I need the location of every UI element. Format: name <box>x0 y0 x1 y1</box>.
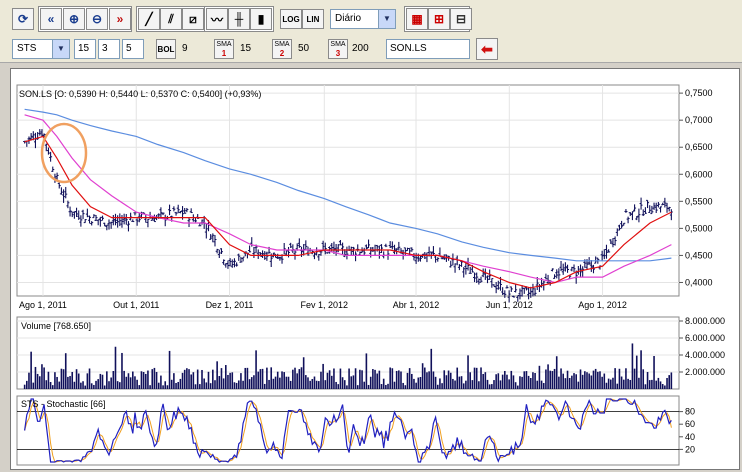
stochastic-y-label: 20 <box>685 444 695 454</box>
volume-y-label: 6.000.000 <box>685 333 725 343</box>
volume-y-label: 4.000.000 <box>685 350 725 360</box>
indicator-select[interactable]: STS ▼ <box>12 39 70 59</box>
sma3-label: SMA <box>330 41 346 48</box>
scroll-left-icon[interactable]: « <box>40 8 62 30</box>
log-scale-button[interactable]: LOG <box>280 9 302 29</box>
volume-y-label: 8.000.000 <box>685 316 725 326</box>
price-panel-frame <box>16 84 680 297</box>
stochastic-d-line <box>24 398 672 463</box>
volume-header: Volume [768.650] <box>21 321 91 331</box>
stochastic-y-label: 60 <box>685 419 695 429</box>
sma1-number: 1 <box>221 49 227 58</box>
price-grid <box>17 85 679 296</box>
period-value: Diário <box>335 13 362 24</box>
sma15-line <box>24 135 672 289</box>
price-x-label: Dez 1, 2011 <box>206 300 254 310</box>
sma3-value[interactable]: 200 <box>352 43 369 54</box>
bar-chart-icon[interactable]: ╫ <box>228 8 250 30</box>
price-y-axis: 0,7500 0,7000 0,6500 0,6000 0,5500 0,5000 0,45… <box>679 88 713 287</box>
volume-grid <box>17 320 679 373</box>
price-y-label: 0,5500 <box>685 196 713 206</box>
price-y-label: 0,4500 <box>685 250 713 260</box>
chevron-down-icon[interactable]: ▼ <box>378 10 395 28</box>
zoom-in-icon[interactable]: ⊕ <box>63 8 85 30</box>
zoom-out-icon[interactable]: ⊖ <box>86 8 108 30</box>
refresh-icon[interactable]: ⟳ <box>12 8 34 30</box>
price-x-label: Ago 1, 2011 <box>19 300 67 310</box>
candle-chart-icon[interactable]: ▮ <box>250 8 272 30</box>
draw-channel-icon[interactable]: ⧄ <box>182 8 204 30</box>
indicator-value: STS <box>17 43 37 54</box>
price-y-label: 0,6500 <box>685 142 713 152</box>
chart-area[interactable]: SON.LS [O: 0,5390 H: 0,5440 L: 0,5370 C:… <box>10 68 740 470</box>
price-y-label: 0,7000 <box>685 115 713 125</box>
highlight-circle <box>40 122 88 184</box>
stoch-slow-field[interactable]: 5 <box>122 39 144 59</box>
price-y-label: 0,4000 <box>685 277 713 287</box>
price-x-label: Ago 1, 2012 <box>578 300 627 310</box>
stochastic-y-label: 40 <box>685 432 695 442</box>
sma3-button[interactable]: SMA 3 <box>328 39 348 59</box>
grid-single-icon[interactable]: ⊟ <box>450 8 472 30</box>
main-toolbar: ⟳ « ⊕ ⊖ » ╱ ⫽ ⧄ 〰 ╫ ▮ LOG LIN Diário ▼ ▦… <box>0 0 742 37</box>
grid-large-icon[interactable]: ⊞ <box>428 8 450 30</box>
price-header: SON.LS [O: 0,5390 H: 0,5440 L: 0,5370 C:… <box>19 89 261 99</box>
stoch-d-field[interactable]: 3 <box>98 39 120 59</box>
volume-panel-frame <box>16 316 680 390</box>
line-chart-icon[interactable]: 〰 <box>206 8 228 30</box>
sma3-number: 3 <box>335 49 341 58</box>
price-x-label: Abr 1, 2012 <box>393 300 440 310</box>
volume-y-label: 2.000.000 <box>685 367 725 377</box>
sma1-button[interactable]: SMA 1 <box>214 39 234 59</box>
stochastic-y-label: 80 <box>685 407 695 417</box>
period-select[interactable]: Diário ▼ <box>330 9 396 29</box>
stoch-k-field[interactable]: 15 <box>74 39 96 59</box>
sma2-button[interactable]: SMA 2 <box>272 39 292 59</box>
bollinger-value[interactable]: 9 <box>182 43 188 54</box>
price-x-label: Fev 1, 2012 <box>301 300 349 310</box>
price-x-label: Jun 1, 2012 <box>486 300 533 310</box>
grid-small-icon[interactable]: ▦ <box>406 8 428 30</box>
sma1-value[interactable]: 15 <box>240 43 252 54</box>
stochastic-y-axis: 80 60 40 20 <box>679 407 695 454</box>
price-x-axis: Ago 1, 2011 Out 1, 2011 Dez 1, 2011 Fev 1, … <box>19 300 627 310</box>
volume-y-axis: 8.000.000 6.000.000 4.000.000 2.000.000 <box>679 316 725 377</box>
parameter-toolbar: STS ▼ 15 3 5 BOL 9 SMA 1 15 SMA 2 50 SMA 3 … <box>0 36 742 63</box>
chevron-down-icon[interactable]: ▼ <box>52 40 69 58</box>
stochastic-header: STS - Stochastic [66] <box>21 399 106 409</box>
lin-scale-button[interactable]: LIN <box>302 9 324 29</box>
price-y-label: 0,7500 <box>685 88 713 98</box>
price-y-label: 0,6000 <box>685 169 713 179</box>
price-y-label: 0,5000 <box>685 223 713 233</box>
chart-svg[interactable]: SON.LS [O: 0,5390 H: 0,5440 L: 0,5370 C:… <box>11 69 739 469</box>
scroll-right-icon[interactable]: » <box>109 8 131 30</box>
price-x-label: Out 1, 2011 <box>113 300 159 310</box>
sma2-label: SMA <box>274 41 290 48</box>
draw-parallel-icon[interactable]: ⫽ <box>160 8 182 30</box>
stochastic-k-line <box>24 398 672 463</box>
bollinger-button[interactable]: BOL <box>156 39 176 59</box>
sma50-line <box>24 114 672 284</box>
symbol-field[interactable]: SON.LS <box>386 39 470 59</box>
draw-line-icon[interactable]: ╱ <box>138 8 160 30</box>
volume-bars <box>23 343 673 389</box>
sma2-number: 2 <box>279 49 285 58</box>
back-arrow-icon[interactable]: ⬅ <box>476 38 498 60</box>
sma1-label: SMA <box>216 41 232 48</box>
sma2-value[interactable]: 50 <box>298 43 310 54</box>
sma200-line <box>24 108 672 262</box>
